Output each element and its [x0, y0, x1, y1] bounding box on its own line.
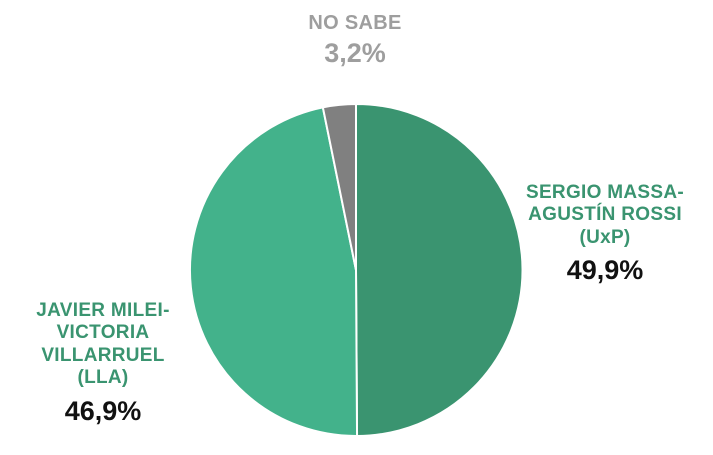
- slice-name-line: (LLA): [77, 367, 129, 389]
- slice-label-massa-rossi: SERGIO MASSA- AGUSTÍN ROSSI (UxP) 49,9%: [505, 182, 705, 287]
- slice-name-line: NO SABE: [308, 12, 402, 34]
- slice-value-no-sabe: 3,2%: [324, 37, 386, 68]
- pie-slice-no-sabe: [321, 102, 357, 271]
- slice-name-line: AGUSTÍN ROSSI: [528, 204, 682, 226]
- slice-name-line: VICTORIA: [56, 322, 150, 344]
- slice-label-milei-villarruel: JAVIER MILEI- VICTORIA VILLARRUEL (LLA) …: [18, 300, 188, 427]
- pie-slice-milei-villarruel: [189, 106, 359, 438]
- slice-name-line: SERGIO MASSA-: [525, 182, 685, 203]
- slice-value-massa-rossi: 49,9%: [566, 255, 644, 286]
- slice-name-line: (UxP): [579, 226, 631, 248]
- slice-value-milei-villarruel: 46,9%: [64, 395, 142, 426]
- slice-name-line: VILLARRUEL: [41, 344, 165, 366]
- slice-name-line: JAVIER MILEI-: [36, 300, 170, 321]
- slice-label-no-sabe: NO SABE 3,2%: [270, 12, 440, 69]
- pie-slice-massa-rossi: [355, 102, 524, 437]
